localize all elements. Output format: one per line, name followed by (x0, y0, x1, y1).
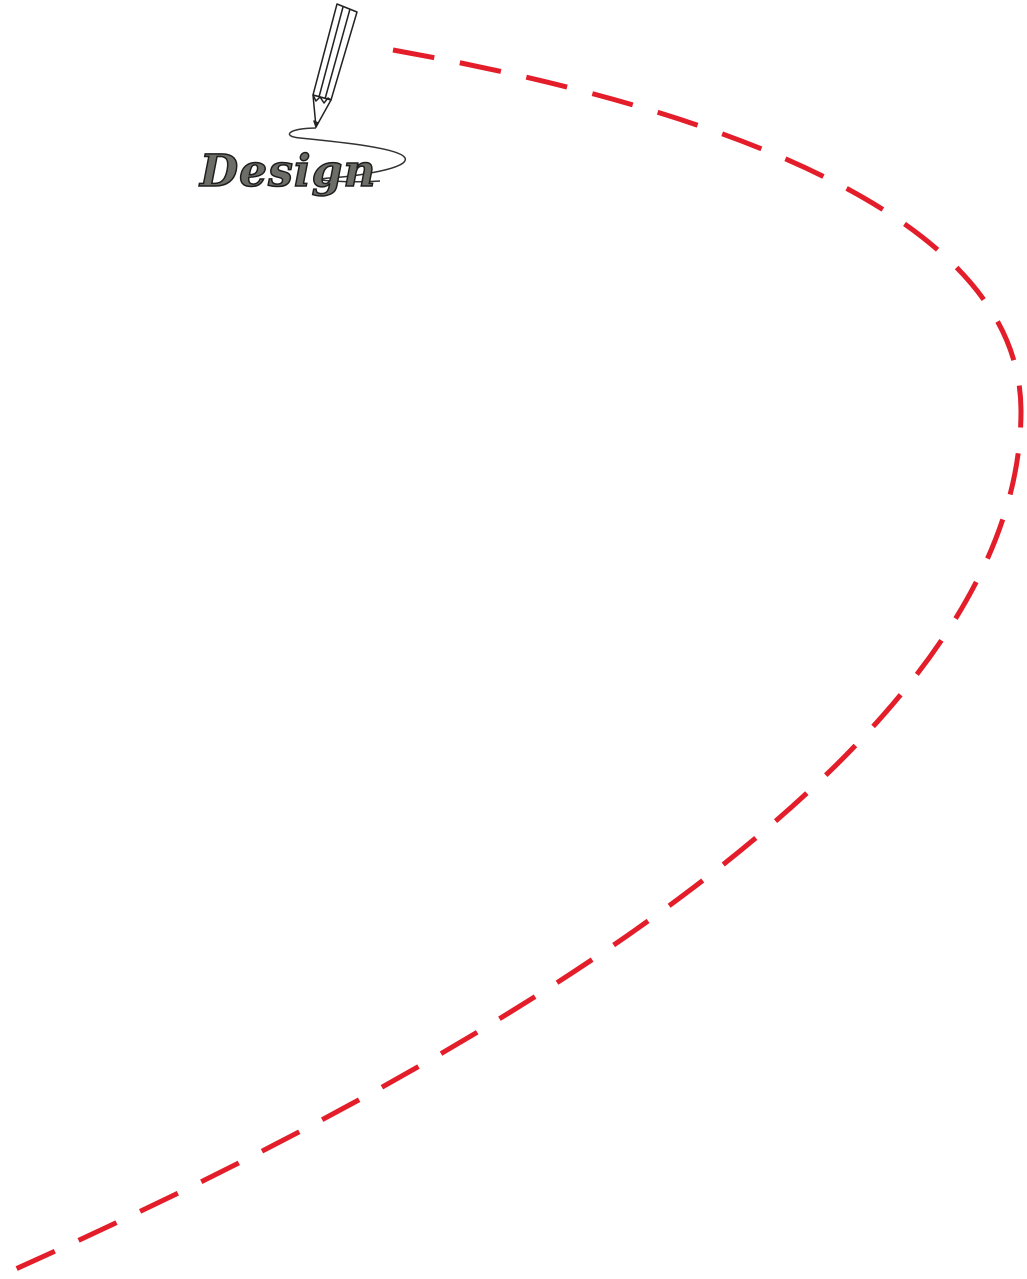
design-label: Design (198, 146, 376, 197)
pencil (312, 3, 358, 128)
scribble (288, 127, 406, 183)
dashed-path (0, 47, 1024, 1279)
